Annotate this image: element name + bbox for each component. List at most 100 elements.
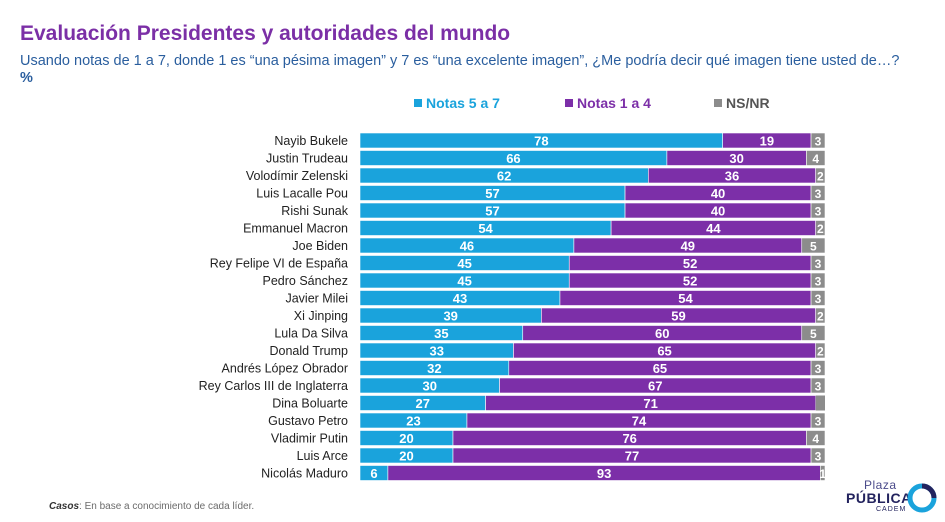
logo-line3: CADEM bbox=[876, 506, 907, 513]
data-label-ns-nr-luis-arce: 3 bbox=[815, 450, 822, 464]
data-label-notas-5-a-7-luis-lacalle-pou: 57 bbox=[485, 186, 499, 201]
data-label-notas-1-a-4-rey-felipe-vi-de-espana: 52 bbox=[683, 256, 697, 271]
bar-ns-nr-justin-trudeau bbox=[806, 150, 826, 166]
data-label-notas-5-a-7-vladimir-putin: 20 bbox=[399, 431, 413, 446]
bar-ns-nr-rey-carlos-iii-de-inglaterra bbox=[810, 377, 826, 394]
category-label-volodimir-zelenski: Volodímir Zelenski bbox=[246, 169, 348, 183]
legend-item-notas-1-4: Notas 1 a 4 bbox=[565, 95, 651, 111]
data-label-notas-1-a-4-gustavo-petro: 74 bbox=[632, 414, 647, 429]
bar-ns-nr-volodimir-zelenski bbox=[815, 167, 826, 184]
data-label-notas-5-a-7-nayib-bukele: 78 bbox=[534, 134, 548, 149]
category-label-luis-lacalle-pou: Luis Lacalle Pou bbox=[256, 187, 348, 201]
data-label-ns-nr-xi-jinping: 2 bbox=[817, 310, 824, 324]
footer-label: Casos bbox=[49, 501, 80, 512]
data-label-notas-1-a-4-donald-trump: 65 bbox=[657, 344, 671, 359]
legend-swatch-nsnr bbox=[714, 99, 722, 107]
logo-swirl-icon bbox=[907, 483, 937, 513]
data-label-notas-5-a-7-dina-boluarte: 27 bbox=[416, 396, 430, 411]
footer-text: : En base a conocimiento de cada líder. bbox=[79, 501, 255, 512]
category-label-rishi-sunak: Rishi Sunak bbox=[281, 204, 348, 218]
data-label-ns-nr-gustavo-petro: 3 bbox=[815, 415, 822, 429]
logo-line1: Plaza bbox=[864, 478, 897, 492]
data-label-ns-nr-lula-da-silva: 5 bbox=[810, 327, 817, 341]
data-label-notas-5-a-7-justin-trudeau: 66 bbox=[506, 151, 520, 166]
bar-ns-nr-emmanuel-macron bbox=[815, 220, 826, 236]
bar-ns-nr-donald-trump bbox=[815, 342, 826, 359]
data-label-notas-1-a-4-nayib-bukele: 19 bbox=[760, 134, 774, 149]
legend-swatch-notas-1-4 bbox=[565, 99, 573, 107]
legend-label-nsnr: NS/NR bbox=[726, 95, 770, 111]
bar-ns-nr-xi-jinping bbox=[815, 307, 826, 324]
category-label-gustavo-petro: Gustavo Petro bbox=[268, 414, 348, 428]
chart-title: Evaluación Presidentes y autoridades del… bbox=[20, 22, 511, 45]
data-label-notas-1-a-4-vladimir-putin: 76 bbox=[622, 431, 636, 446]
category-label-pedro-sanchez: Pedro Sánchez bbox=[263, 274, 348, 288]
data-label-notas-5-a-7-donald-trump: 33 bbox=[429, 344, 443, 359]
data-label-ns-nr-volodimir-zelenski: 2 bbox=[817, 170, 824, 184]
data-label-ns-nr-rishi-sunak: 3 bbox=[815, 205, 822, 219]
data-label-notas-1-a-4-nicolas-maduro: 93 bbox=[597, 466, 611, 481]
legend-swatch-notas-5-7 bbox=[414, 99, 422, 107]
data-label-notas-1-a-4-luis-lacalle-pou: 40 bbox=[711, 186, 725, 201]
data-label-ns-nr-rey-felipe-vi-de-espana: 3 bbox=[815, 257, 822, 271]
data-label-notas-1-a-4-emmanuel-macron: 44 bbox=[706, 221, 721, 236]
data-label-ns-nr-luis-lacalle-pou: 3 bbox=[815, 187, 822, 201]
data-label-notas-5-a-7-rishi-sunak: 57 bbox=[485, 204, 499, 219]
data-label-ns-nr-justin-trudeau: 4 bbox=[812, 152, 819, 166]
bar-ns-nr-luis-lacalle-pou bbox=[810, 185, 826, 201]
data-label-notas-5-a-7-rey-carlos-iii-de-inglaterra: 30 bbox=[423, 379, 437, 394]
data-label-notas-1-a-4-dina-boluarte: 71 bbox=[643, 396, 657, 411]
category-label-lula-da-silva: Lula Da Silva bbox=[274, 327, 348, 341]
data-label-ns-nr-donald-trump: 2 bbox=[817, 345, 824, 359]
data-label-notas-5-a-7-xi-jinping: 39 bbox=[443, 309, 457, 324]
data-label-ns-nr-pedro-sanchez: 3 bbox=[815, 275, 822, 289]
data-label-notas-5-a-7-volodimir-zelenski: 62 bbox=[497, 169, 511, 184]
data-label-notas-5-a-7-luis-arce: 20 bbox=[399, 449, 413, 464]
data-label-ns-nr-vladimir-putin: 4 bbox=[812, 432, 819, 446]
data-label-notas-5-a-7-rey-felipe-vi-de-espana: 45 bbox=[457, 256, 471, 271]
legend-label-notas-5-7: Notas 5 a 7 bbox=[426, 95, 500, 111]
data-label-notas-5-a-7-emmanuel-macron: 54 bbox=[478, 221, 493, 236]
data-label-notas-1-a-4-pedro-sanchez: 52 bbox=[683, 274, 697, 289]
category-label-justin-trudeau: Justin Trudeau bbox=[266, 152, 348, 166]
bar-notas-1-a-4-dina-boluarte bbox=[485, 395, 816, 411]
category-label-emmanuel-macron: Emmanuel Macron bbox=[243, 222, 348, 236]
data-label-notas-1-a-4-volodimir-zelenski: 36 bbox=[725, 169, 739, 184]
data-label-notas-5-a-7-pedro-sanchez: 45 bbox=[457, 274, 471, 289]
data-label-ns-nr-andres-lopez-obrador: 3 bbox=[815, 362, 822, 376]
data-label-notas-1-a-4-rey-carlos-iii-de-inglaterra: 67 bbox=[648, 379, 662, 394]
category-label-rey-carlos-iii-de-inglaterra: Rey Carlos III de Inglaterra bbox=[199, 379, 348, 393]
data-label-ns-nr-nayib-bukele: 3 bbox=[815, 135, 822, 149]
category-label-andres-lopez-obrador: Andrés López Obrador bbox=[222, 362, 348, 376]
legend: Notas 5 a 7 Notas 1 a 4 NS/NR bbox=[0, 95, 945, 113]
bar-ns-nr-luis-arce bbox=[810, 447, 826, 464]
data-label-notas-1-a-4-justin-trudeau: 30 bbox=[729, 151, 743, 166]
legend-item-notas-5-7: Notas 5 a 7 bbox=[414, 95, 500, 111]
data-label-ns-nr-emmanuel-macron: 2 bbox=[817, 222, 824, 236]
data-label-notas-1-a-4-rishi-sunak: 40 bbox=[711, 204, 725, 219]
data-label-notas-1-a-4-joe-biden: 49 bbox=[681, 239, 695, 254]
category-label-donald-trump: Donald Trump bbox=[269, 344, 348, 358]
category-label-xi-jinping: Xi Jinping bbox=[294, 309, 348, 323]
subtitle-unit: % bbox=[20, 70, 33, 86]
bar-ns-nr-andres-lopez-obrador bbox=[810, 360, 826, 376]
bar-ns-nr-joe-biden bbox=[801, 237, 826, 254]
legend-item-nsnr: NS/NR bbox=[714, 95, 770, 111]
bar-ns-nr-javier-milei bbox=[810, 290, 826, 306]
category-label-vladimir-putin: Vladimir Putin bbox=[271, 432, 348, 446]
bar-ns-nr-vladimir-putin bbox=[806, 430, 826, 446]
category-label-dina-boluarte: Dina Boluarte bbox=[272, 397, 348, 411]
data-label-notas-1-a-4-javier-milei: 54 bbox=[678, 291, 693, 306]
data-label-notas-5-a-7-nicolas-maduro: 6 bbox=[370, 466, 377, 481]
bar-ns-nr-dina-boluarte bbox=[815, 395, 825, 411]
data-label-notas-1-a-4-xi-jinping: 59 bbox=[671, 309, 685, 324]
bar-ns-nr-rey-felipe-vi-de-espana bbox=[810, 255, 826, 271]
data-label-notas-1-a-4-lula-da-silva: 60 bbox=[655, 326, 669, 341]
bar-ns-nr-nayib-bukele bbox=[810, 132, 826, 149]
category-label-joe-biden: Joe Biden bbox=[292, 239, 348, 253]
data-label-notas-5-a-7-javier-milei: 43 bbox=[453, 291, 467, 306]
category-label-luis-arce: Luis Arce bbox=[297, 449, 348, 463]
data-label-ns-nr-javier-milei: 3 bbox=[815, 292, 822, 306]
logo-line2: PÚBLICA bbox=[846, 490, 912, 506]
data-label-notas-1-a-4-andres-lopez-obrador: 65 bbox=[653, 361, 667, 376]
